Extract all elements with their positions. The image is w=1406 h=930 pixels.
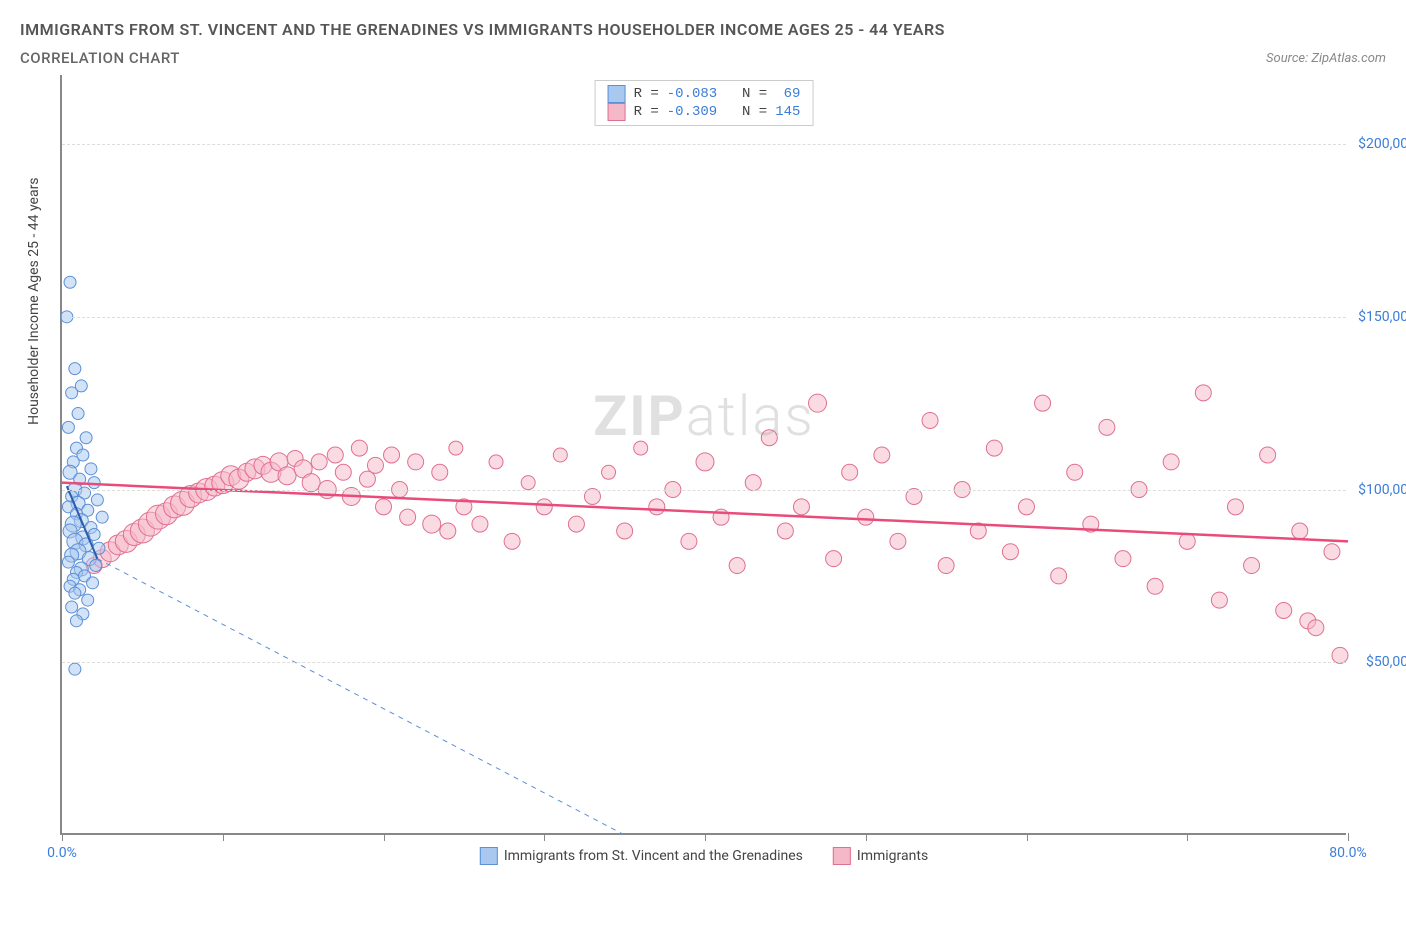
x-tick-label: 0.0% [47, 845, 77, 861]
gridline [62, 490, 1346, 491]
y-axis-label: Householder Income Ages 25 - 44 years [26, 177, 42, 424]
legend-r-value-0: -0.083 [667, 86, 717, 102]
bottom-legend-swatch-0 [480, 847, 498, 865]
y-tick-label: $100,000 [1351, 482, 1406, 498]
y-tick-label: $200,000 [1351, 136, 1406, 152]
x-tick [223, 833, 224, 841]
bottom-legend: Immigrants from St. Vincent and the Gren… [480, 847, 928, 865]
x-tick [1348, 833, 1349, 841]
legend-n-label: N = [725, 104, 767, 120]
plot-area: Householder Income Ages 25 - 44 years R … [60, 75, 1346, 835]
legend-swatch-1 [608, 103, 626, 121]
bottom-legend-item-0: Immigrants from St. Vincent and the Gren… [480, 847, 803, 865]
legend-n-value-1: 145 [775, 104, 800, 120]
legend-r-label: R = [634, 104, 659, 120]
bottom-legend-item-1: Immigrants [833, 847, 928, 865]
bottom-legend-label-1: Immigrants [857, 848, 928, 864]
correlation-chart: IMMIGRANTS FROM ST. VINCENT AND THE GREN… [20, 20, 1386, 910]
x-tick [1187, 833, 1188, 841]
bottom-legend-swatch-1 [833, 847, 851, 865]
bottom-legend-label-0: Immigrants from St. Vincent and the Gren… [504, 848, 803, 864]
legend-stats-box: R = -0.083 N = 69 R = -0.309 N = 145 [595, 80, 814, 126]
x-tick [1027, 833, 1028, 841]
y-tick-label: $50,000 [1351, 654, 1406, 670]
chart-title: IMMIGRANTS FROM ST. VINCENT AND THE GREN… [20, 20, 1386, 39]
legend-n-label: N = [725, 86, 767, 102]
gridline [62, 144, 1346, 145]
subtitle-row: CORRELATION CHART Source: ZipAtlas.com [20, 49, 1386, 67]
x-tick-label: 80.0% [1329, 845, 1367, 861]
legend-row-series-0: R = -0.083 N = 69 [608, 85, 801, 103]
legend-n-value-0: 69 [775, 86, 800, 102]
plot-svg [62, 75, 1346, 833]
gridline [62, 317, 1346, 318]
gridline [62, 662, 1346, 663]
legend-swatch-0 [608, 85, 626, 103]
legend-row-series-1: R = -0.309 N = 145 [608, 103, 801, 121]
legend-r-label: R = [634, 86, 659, 102]
y-tick-label: $150,000 [1351, 309, 1406, 325]
x-tick [705, 833, 706, 841]
chart-subtitle: CORRELATION CHART [20, 49, 180, 67]
x-tick [384, 833, 385, 841]
x-tick [866, 833, 867, 841]
x-tick [62, 833, 63, 841]
chart-source: Source: ZipAtlas.com [1266, 51, 1386, 66]
legend-r-value-1: -0.309 [667, 104, 717, 120]
x-tick [544, 833, 545, 841]
